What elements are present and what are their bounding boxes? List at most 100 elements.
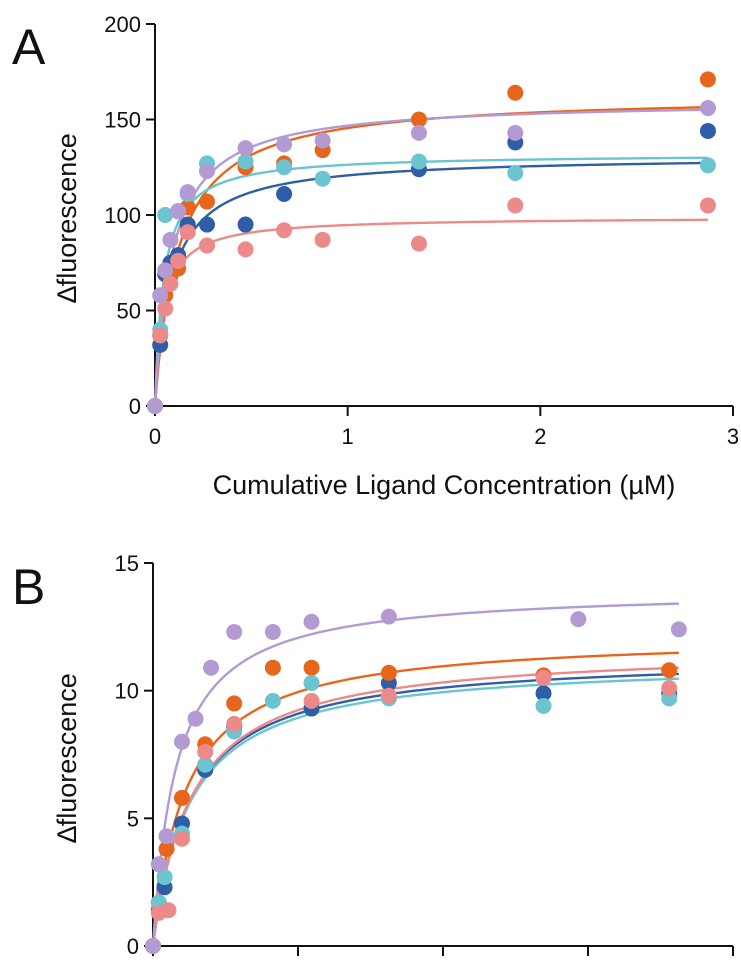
fit-curve-purple	[151, 602, 679, 947]
data-point-light-blue	[314, 170, 331, 187]
panel-a-y-axis-title: ∆fluorescence	[52, 133, 82, 303]
data-point-purple	[187, 710, 204, 727]
data-point-pink	[174, 830, 190, 847]
data-point-pink	[199, 237, 216, 254]
data-point-pink	[226, 715, 243, 732]
data-point-orange	[303, 659, 320, 676]
data-point-purple	[507, 124, 524, 141]
data-point-dark-blue	[276, 185, 293, 202]
data-point-pink	[535, 669, 552, 686]
panel-a-axes: 0 50 100 150 200 0 1 2 3	[104, 12, 739, 449]
data-point-pink	[152, 327, 169, 344]
data-point-pink	[276, 222, 293, 239]
data-point-purple	[152, 287, 169, 304]
data-point-purple	[264, 623, 281, 640]
data-point-purple	[145, 938, 161, 954]
panel-b-letter: B	[12, 559, 45, 615]
data-point-pink	[170, 252, 187, 269]
data-point-orange	[699, 71, 716, 88]
panel-b-data-points	[145, 608, 687, 954]
data-point-light-blue	[197, 756, 214, 773]
data-point-purple	[570, 611, 587, 628]
data-point-pink	[410, 235, 427, 252]
data-point-pink	[699, 197, 716, 214]
data-point-pink	[303, 692, 320, 709]
data-point-purple	[157, 262, 174, 279]
fit-curve-pink	[151, 666, 679, 947]
panel-b: B ∆fluorescence 0 5 10 15	[12, 551, 734, 959]
data-point-dark-blue	[699, 122, 716, 139]
data-point-dark-blue	[535, 685, 552, 702]
data-point-purple	[303, 613, 320, 630]
panel-b-y-axis-title: ∆fluorescence	[52, 673, 82, 843]
y-tick-label: 5	[127, 806, 139, 831]
data-point-light-blue	[264, 692, 281, 709]
fit-curve-purple	[153, 108, 708, 407]
data-point-orange	[410, 111, 427, 128]
data-point-light-blue	[156, 869, 173, 886]
data-point-light-blue	[157, 207, 174, 223]
data-point-purple	[150, 856, 167, 873]
y-tick-label: 100	[104, 203, 141, 228]
fit-curve-light-blue	[153, 156, 708, 407]
panel-a-data-points	[147, 71, 716, 414]
panel-a: A ∆fluorescence Cumulative Ligand Concen…	[12, 12, 739, 500]
data-point-orange	[158, 840, 175, 857]
data-point-orange	[661, 662, 678, 679]
data-point-pink	[162, 275, 179, 292]
data-point-purple	[158, 828, 175, 845]
x-tick-label: 3	[727, 424, 739, 449]
data-point-light-blue	[303, 675, 320, 692]
data-point-light-blue	[276, 159, 293, 176]
data-point-pink	[160, 902, 177, 919]
data-point-orange	[380, 664, 397, 681]
data-point-orange	[226, 695, 243, 712]
data-point-light-blue	[507, 164, 524, 181]
data-point-purple	[410, 124, 427, 141]
data-point-pink	[179, 224, 196, 241]
data-point-purple	[147, 398, 163, 414]
y-tick-label: 150	[104, 108, 141, 133]
data-point-purple	[237, 140, 254, 157]
data-point-pink	[157, 300, 174, 317]
panel-a-x-axis-title: Cumulative Ligand Concentration (µM)	[213, 470, 676, 500]
y-tick-label: 50	[117, 299, 141, 324]
data-point-pink	[237, 241, 254, 258]
data-point-pink	[380, 687, 397, 704]
y-tick-label: 0	[129, 394, 141, 419]
data-point-light-blue	[535, 697, 552, 714]
y-tick-label: 200	[104, 12, 141, 37]
data-point-purple	[380, 608, 397, 625]
data-point-orange	[174, 789, 190, 806]
data-point-pink	[507, 197, 524, 214]
data-point-purple	[170, 203, 187, 220]
data-point-purple	[199, 163, 216, 180]
data-point-light-blue	[410, 153, 427, 170]
data-point-light-blue	[237, 153, 254, 170]
data-point-pink	[661, 680, 678, 697]
data-point-light-blue	[699, 157, 716, 174]
data-point-purple	[670, 621, 687, 638]
data-point-orange	[507, 84, 524, 101]
data-point-purple	[226, 623, 243, 640]
y-tick-label: 0	[127, 934, 139, 959]
data-point-dark-blue	[199, 216, 216, 233]
data-point-purple	[203, 659, 219, 676]
data-point-purple	[174, 733, 190, 750]
x-tick-label: 1	[342, 424, 354, 449]
panel-a-letter: A	[12, 19, 46, 75]
y-tick-label: 15	[115, 551, 139, 576]
data-point-purple	[699, 100, 716, 117]
panel-b-fit-curves	[151, 602, 679, 947]
data-point-orange	[199, 193, 216, 210]
fit-curve-dark-blue	[153, 161, 708, 407]
panel-a-fit-curves	[153, 105, 708, 407]
data-point-pink	[314, 231, 331, 248]
data-point-orange	[264, 659, 281, 676]
data-point-purple	[162, 231, 179, 248]
y-tick-label: 10	[115, 679, 139, 704]
data-point-purple	[179, 184, 196, 201]
data-point-purple	[314, 132, 331, 149]
data-point-pink	[197, 743, 214, 760]
